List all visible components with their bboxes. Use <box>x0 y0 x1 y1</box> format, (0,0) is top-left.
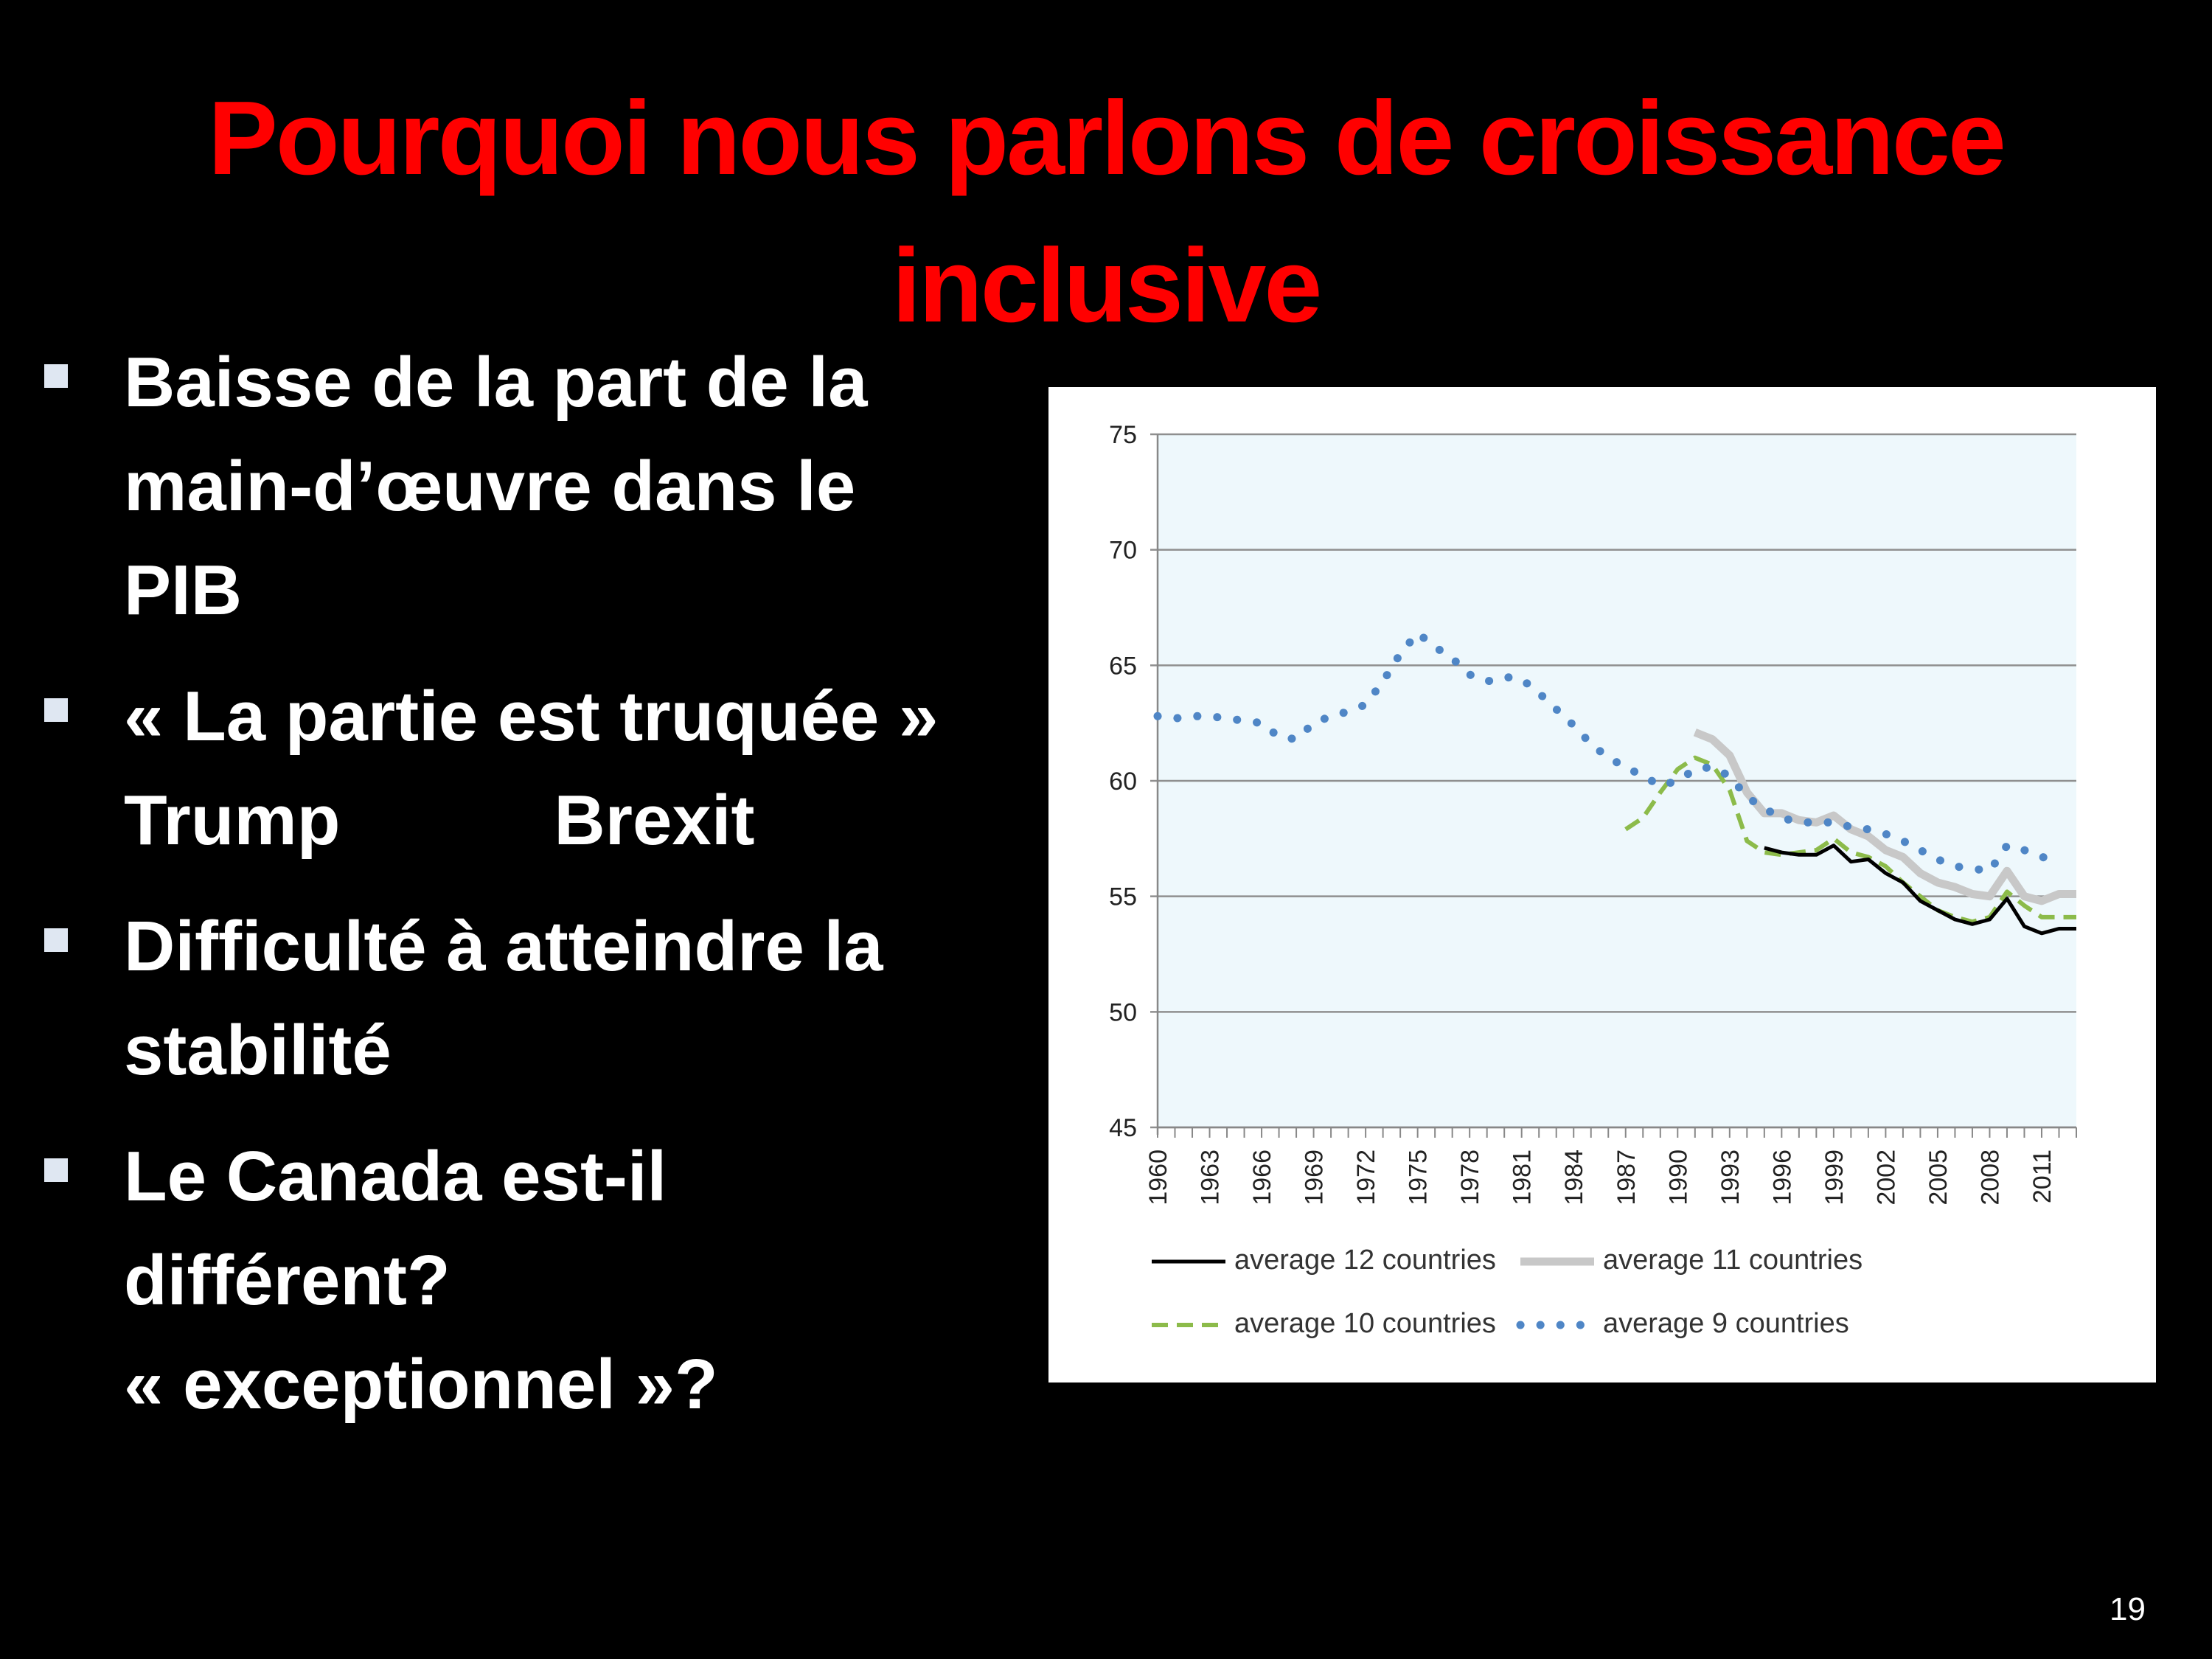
bullet-line-examples: Trump Brexit <box>124 768 1025 872</box>
bullet-line: stabilité <box>124 1011 392 1090</box>
bullet-line: différent? <box>124 1241 451 1320</box>
y-tick-label: 65 <box>1109 652 1137 680</box>
slide-title: Pourquoi nous parlons de croissance incl… <box>0 65 2212 360</box>
y-tick-label: 45 <box>1109 1114 1137 1142</box>
x-tick-label: 1978 <box>1456 1150 1484 1206</box>
example-brexit: Brexit <box>554 781 755 860</box>
bullet-line: « exceptionnel »? <box>124 1345 718 1424</box>
x-tick-label: 1960 <box>1144 1150 1172 1206</box>
bullet-item-canada: Le Canada est-il différent? « exceptionn… <box>44 1124 1025 1436</box>
y-tick-label: 75 <box>1109 421 1137 449</box>
labor-share-chart: 45 50 55 60 65 70 75 1960 1963 1966 1969 1972 1975 19… <box>1048 387 2156 1382</box>
series-line-average-11-countries <box>1693 728 2076 905</box>
bullet-item-stability: Difficulté à atteindre la stabilité <box>44 894 1025 1102</box>
x-tick-label: 2008 <box>1976 1150 2004 1206</box>
legend-label-average-9-countries: average 9 countries <box>1603 1308 1849 1339</box>
x-tick-label: 1996 <box>1768 1150 1796 1206</box>
series-line-average-12-countries <box>1764 844 2076 936</box>
y-tick-label: 60 <box>1109 768 1137 796</box>
slide-number: 19 <box>2110 1591 2146 1627</box>
bullet-square-icon <box>44 364 68 388</box>
x-tick-label: 1969 <box>1301 1150 1329 1206</box>
bullet-list: Baisse de la part de la main-d’œuvre dan… <box>44 330 1025 1458</box>
example-trump: Trump <box>124 781 341 860</box>
x-tick-label: 1972 <box>1352 1150 1380 1206</box>
bullet-line: main-d’œuvre dans le <box>124 447 856 526</box>
x-tick-label: 1993 <box>1717 1150 1745 1206</box>
legend-label-average-10-countries: average 10 countries <box>1234 1308 1496 1339</box>
x-tick-label: 1975 <box>1405 1150 1433 1206</box>
x-tick-label: 1987 <box>1613 1150 1641 1206</box>
x-tick-label: 2002 <box>1872 1150 1900 1206</box>
bullet-item-rigged-game: « La partie est truquée » Trump Brexit <box>44 664 1025 872</box>
bullet-square-icon <box>44 1158 68 1182</box>
slide-title-line-2: inclusive <box>891 227 1323 344</box>
legend-label-average-11-countries: average 11 countries <box>1603 1245 1863 1276</box>
x-tick-label: 1966 <box>1248 1150 1276 1206</box>
bullet-line: PIB <box>124 551 243 630</box>
bullet-square-icon <box>44 928 68 952</box>
bullet-item-labor-share: Baisse de la part de la main-d’œuvre dan… <box>44 330 1025 642</box>
series-line-average-9-countries <box>1153 629 2063 875</box>
y-tick-label: 50 <box>1109 998 1137 1026</box>
x-tick-label: 1990 <box>1664 1150 1692 1206</box>
y-tick-label: 55 <box>1109 883 1137 911</box>
y-tick-label: 70 <box>1109 537 1137 565</box>
x-tick-label: 1963 <box>1197 1150 1225 1206</box>
x-tick-label: 2011 <box>2028 1150 2056 1203</box>
series-line-average-10-countries <box>1624 755 2076 925</box>
legend-label-average-12-countries: average 12 countries <box>1234 1245 1496 1276</box>
bullet-line: Le Canada est-il <box>124 1137 667 1216</box>
bullet-square-icon <box>44 698 68 722</box>
x-tick-label: 1984 <box>1560 1150 1588 1206</box>
bullet-line: Difficulté à atteindre la <box>124 907 883 986</box>
bullet-line: « La partie est truquée » <box>124 677 939 756</box>
bullet-line: Baisse de la part de la <box>124 343 868 422</box>
x-tick-label: 1981 <box>1509 1150 1537 1206</box>
slide-title-line-1: Pourquoi nous parlons de croissance <box>208 80 2006 197</box>
x-tick-label: 1999 <box>1820 1150 1848 1206</box>
x-tick-label: 2005 <box>1924 1150 1952 1206</box>
chart-svg: 45 50 55 60 65 70 75 1960 1963 1966 1969 1972 1975 19… <box>1109 421 2077 1339</box>
